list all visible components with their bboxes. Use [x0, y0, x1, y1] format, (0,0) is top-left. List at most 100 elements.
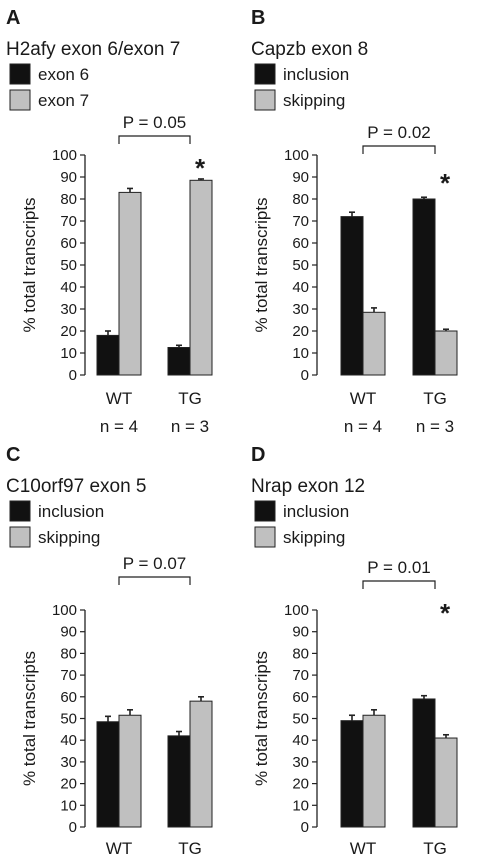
y-tick-label: 70 [292, 667, 309, 684]
y-tick-label: 90 [292, 169, 309, 186]
p-value-label: P = 0.05 [123, 113, 187, 132]
legend-label: exon 7 [38, 91, 89, 110]
y-tick-label: 90 [292, 624, 309, 641]
sample-size-label: n = 4 [100, 417, 138, 436]
y-tick-label: 50 [292, 257, 309, 274]
y-tick-label: 60 [60, 235, 77, 252]
y-tick-label: 20 [60, 323, 77, 340]
chart-panel-a: A H2afy exon 6/exon 7 exon 6 exon 7 0 10 20 30 4… [6, 7, 213, 436]
y-tick-label: 60 [292, 235, 309, 252]
bar [96, 721, 120, 828]
legend-label: inclusion [283, 65, 349, 84]
legend-swatch [254, 500, 276, 522]
x-category-label: TG [178, 389, 202, 408]
y-tick-label: 10 [292, 345, 309, 362]
sample-size-label: n = 4 [344, 861, 382, 864]
bar [434, 737, 458, 828]
y-tick-label: 30 [60, 301, 77, 318]
y-tick-label: 40 [292, 732, 309, 749]
x-category-label: WT [350, 389, 376, 408]
chart-panel-c: C C10orf97 exon 5 inclusion skipping 0 10 20 30… [6, 444, 213, 864]
panel-letter: C [6, 444, 20, 466]
chart-panel-b: B Capzb exon 8 inclusion skipping 0 10 20 30 40 5… [251, 7, 458, 436]
y-tick-label: 100 [284, 602, 309, 619]
y-tick-label: 0 [301, 367, 309, 384]
bar [167, 347, 191, 376]
significance-bracket [362, 145, 436, 154]
y-tick-label: 70 [60, 213, 77, 230]
legend-label: inclusion [283, 502, 349, 521]
y-tick-label: 70 [60, 667, 77, 684]
sample-size-label: n = 3 [171, 417, 209, 436]
chart-title: C10orf97 exon 5 [6, 476, 147, 497]
p-value-label: P = 0.02 [367, 123, 431, 142]
legend-swatch [254, 89, 276, 111]
y-tick-label: 10 [292, 797, 309, 814]
y-tick-label: 100 [284, 147, 309, 164]
legend-label: skipping [283, 528, 345, 547]
y-tick-label: 80 [292, 191, 309, 208]
x-category-label: TG [178, 839, 202, 858]
bar [189, 179, 213, 376]
y-tick-label: 30 [292, 301, 309, 318]
bar [412, 198, 436, 376]
significance-star: * [440, 168, 451, 198]
y-tick-label: 20 [292, 776, 309, 793]
legend-swatch [9, 526, 31, 548]
y-tick-label: 90 [60, 624, 77, 641]
bar [118, 191, 142, 376]
y-axis-title: % total transcripts [252, 197, 271, 332]
significance-bracket [118, 135, 191, 144]
y-tick-label: 0 [69, 819, 77, 836]
y-tick-label: 40 [292, 279, 309, 296]
bar [167, 735, 191, 828]
bar [412, 698, 436, 828]
x-category-label: WT [350, 839, 376, 858]
p-value-label: P = 0.01 [367, 558, 431, 577]
legend-label: skipping [283, 91, 345, 110]
sample-size-label: n = 4 [100, 861, 138, 864]
y-tick-label: 10 [60, 345, 77, 362]
chart-panel-d: D Nrap exon 12 inclusion skipping 0 10 20 30 40 5… [251, 444, 458, 864]
panel-letter: D [251, 444, 265, 466]
p-value-label: P = 0.07 [123, 554, 187, 573]
y-tick-label: 40 [60, 279, 77, 296]
significance-star: * [195, 153, 206, 183]
y-tick-label: 80 [60, 191, 77, 208]
sample-size-label: n = 3 [171, 861, 209, 864]
y-tick-label: 40 [60, 732, 77, 749]
legend-swatch [9, 89, 31, 111]
y-tick-label: 90 [60, 169, 77, 186]
bar [434, 330, 458, 376]
sample-size-label: n = 3 [416, 861, 454, 864]
y-axis-title: % total transcripts [252, 651, 271, 786]
panel-letter: A [6, 7, 20, 29]
chart-title: H2afy exon 6/exon 7 [6, 39, 180, 60]
significance-bracket [362, 580, 436, 589]
x-category-label: WT [106, 839, 132, 858]
y-tick-label: 50 [292, 711, 309, 728]
significance-bracket [118, 576, 191, 585]
x-category-label: TG [423, 839, 447, 858]
y-tick-label: 0 [301, 819, 309, 836]
y-tick-label: 100 [52, 602, 77, 619]
x-category-label: TG [423, 389, 447, 408]
y-tick-label: 50 [60, 711, 77, 728]
significance-star: * [440, 598, 451, 628]
legend-label: skipping [38, 528, 100, 547]
y-tick-label: 20 [292, 323, 309, 340]
legend-swatch [9, 500, 31, 522]
legend-swatch [254, 63, 276, 85]
y-axis-title: % total transcripts [20, 651, 39, 786]
y-tick-label: 60 [292, 689, 309, 706]
legend-label: exon 6 [38, 65, 89, 84]
bar [340, 216, 364, 376]
bar [362, 714, 386, 828]
y-tick-label: 100 [52, 147, 77, 164]
bar [340, 720, 364, 828]
legend-swatch [254, 526, 276, 548]
sample-size-label: n = 4 [344, 417, 382, 436]
legend-label: inclusion [38, 502, 104, 521]
bar [362, 311, 386, 376]
y-tick-label: 30 [292, 754, 309, 771]
